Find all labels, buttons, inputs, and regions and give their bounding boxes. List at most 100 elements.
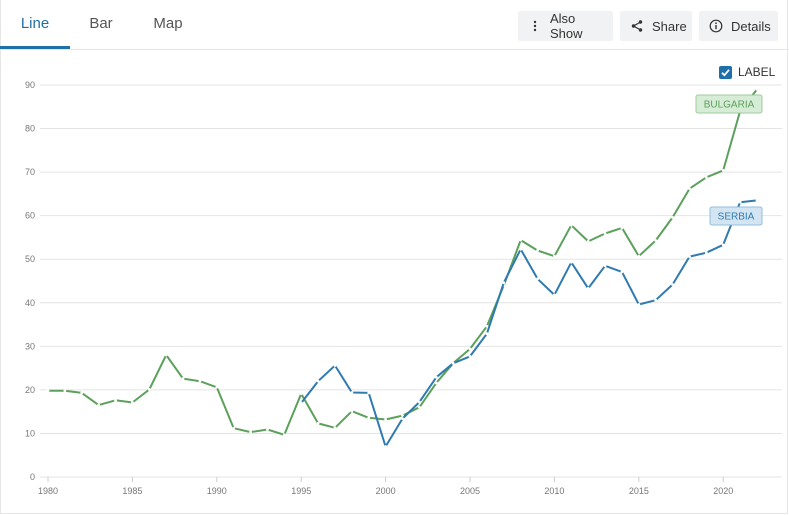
series-line-serbia (300, 199, 758, 448)
data-point (586, 287, 590, 290)
series-label-bulgaria: BULGARIA (704, 100, 755, 111)
data-point (350, 391, 354, 394)
data-point (688, 255, 691, 259)
data-point (434, 375, 438, 379)
also-show-label: Also Show (550, 11, 583, 41)
data-point (417, 405, 421, 409)
series-labels: BULGARIA SERBIA (695, 94, 763, 226)
data-point (46, 389, 50, 393)
label-toggle[interactable]: LABEL (719, 64, 775, 80)
x-tick-label: 1980 (38, 486, 58, 496)
data-point (671, 216, 674, 219)
data-point (620, 226, 624, 230)
more-vertical-icon (528, 19, 542, 33)
data-point (299, 392, 303, 396)
data-point (468, 354, 472, 358)
x-tick-label: 2010 (544, 486, 564, 496)
data-point (519, 247, 523, 251)
data-point (198, 379, 202, 383)
share-label: Share (652, 18, 687, 34)
x-tick-label: 2020 (713, 486, 733, 496)
series-label-serbia: SERBIA (718, 212, 755, 223)
data-point (654, 298, 658, 302)
data-point (755, 87, 759, 91)
data-point (620, 270, 624, 274)
data-point (536, 249, 539, 252)
data-point (553, 254, 556, 258)
data-point (147, 388, 151, 391)
data-point (181, 377, 185, 380)
tab-bar-chart[interactable]: Bar (89, 15, 113, 32)
data-point (299, 401, 303, 405)
data-point (721, 243, 725, 247)
data-point (738, 200, 742, 204)
y-tick-label: 70 (25, 167, 35, 177)
data-point (755, 199, 759, 202)
data-point (451, 361, 455, 365)
data-point (316, 379, 320, 383)
data-point (63, 389, 67, 393)
data-point (367, 391, 371, 395)
y-tick-label: 30 (25, 341, 35, 351)
series-label-box (695, 94, 763, 114)
also-show-button[interactable]: Also Show (518, 11, 613, 41)
data-point (215, 385, 219, 389)
data-point (80, 391, 84, 395)
data-point (637, 303, 641, 306)
series-label-box (709, 206, 763, 226)
data-point (384, 418, 388, 421)
data-point (401, 414, 404, 417)
share-icon (630, 19, 644, 33)
x-tick-label: 2015 (629, 486, 649, 496)
data-point (502, 281, 506, 285)
details-button[interactable]: Details (699, 11, 778, 41)
data-point (384, 445, 388, 448)
x-tick-label: 1985 (122, 486, 142, 496)
data-point (536, 277, 539, 281)
data-point (721, 168, 725, 172)
data-point (97, 403, 101, 407)
data-point (249, 430, 252, 434)
data-point (586, 239, 590, 243)
series-line-bulgaria (48, 88, 758, 436)
data-point (654, 239, 658, 242)
details-label: Details (731, 18, 771, 34)
data-point (417, 400, 421, 404)
y-tick-label: 20 (25, 385, 35, 395)
data-point (704, 175, 708, 179)
tab-line[interactable]: Line (0, 0, 70, 49)
y-tick-label: 90 (25, 80, 35, 90)
axes: 0 10 20 30 40 50 60 70 80 90 1980 1985 1990 1995 2000 2… (25, 80, 733, 496)
x-tick-label: 1990 (207, 486, 227, 496)
data-point (485, 332, 489, 336)
data-point (671, 283, 674, 286)
y-tick-label: 50 (25, 254, 35, 264)
share-button[interactable]: Share (620, 11, 692, 41)
data-point (637, 254, 641, 258)
data-point (603, 232, 607, 235)
tab-map[interactable]: Map (153, 15, 183, 32)
y-tick-label: 10 (25, 428, 35, 438)
label-checkbox[interactable] (719, 65, 732, 79)
data-point (367, 416, 371, 420)
data-point (401, 417, 404, 421)
y-tick-label: 60 (25, 211, 35, 221)
data-point (232, 426, 236, 430)
x-tick-label: 2005 (460, 486, 480, 496)
data-point (569, 260, 573, 264)
data-point (333, 364, 337, 367)
data-point (704, 251, 708, 255)
data-point (164, 353, 168, 357)
data-point (688, 187, 691, 191)
x-tick-label: 1995 (291, 486, 311, 496)
data-point (434, 381, 438, 385)
y-tick-label: 40 (25, 298, 35, 308)
data-point (282, 433, 286, 437)
data-point (485, 324, 489, 328)
data-point (114, 398, 117, 402)
data-point (131, 401, 134, 404)
y-tick-label: 80 (25, 124, 35, 134)
data-point (468, 347, 472, 351)
tab-bar: Line Bar Map Also Show Share Details (0, 0, 789, 50)
